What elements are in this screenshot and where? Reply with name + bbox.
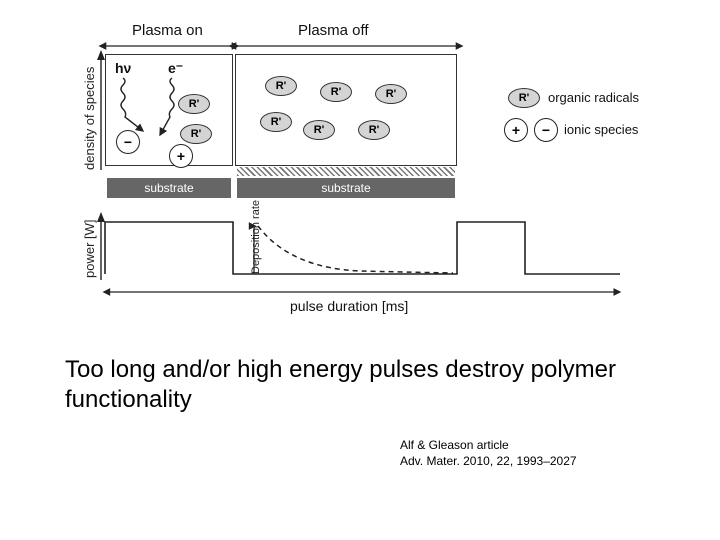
caption-text: Too long and/or high energy pulses destr… (65, 355, 645, 415)
pulse-plot (60, 20, 660, 320)
deposition-rate-label: Deposition rate (250, 200, 262, 274)
citation: Alf & Gleason article Adv. Mater. 2010, … (400, 438, 577, 469)
plasma-diagram: Plasma on Plasma off density of species … (60, 20, 660, 330)
citation-line2: Adv. Mater. 2010, 22, 1993–2027 (400, 454, 577, 470)
citation-line1: Alf & Gleason article (400, 438, 577, 454)
xaxis-label: pulse duration [ms] (290, 298, 408, 314)
